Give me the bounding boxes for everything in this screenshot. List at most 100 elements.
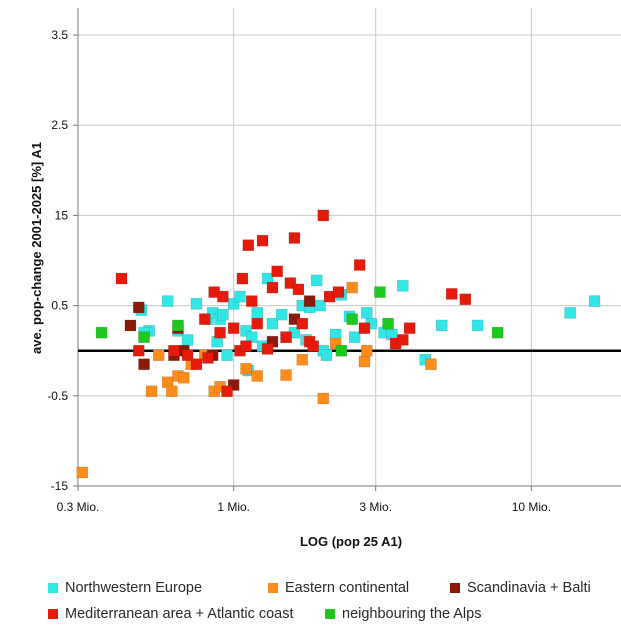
data-points (76, 209, 601, 479)
data-point (382, 317, 394, 330)
data-point (296, 353, 309, 366)
data-point (329, 337, 342, 350)
data-point (124, 319, 137, 332)
data-point (435, 319, 448, 332)
data-point (346, 313, 358, 325)
data-point (374, 286, 386, 298)
legend-item: Mediterranean area + Atlantic coast (48, 604, 294, 624)
data-point (296, 317, 309, 330)
data-point (564, 307, 576, 319)
legend-label: neighbouring the Alps (342, 606, 482, 622)
data-point (317, 209, 330, 222)
data-point (284, 277, 297, 289)
legend-swatch (48, 583, 58, 593)
legend-item: Eastern continental (268, 578, 409, 598)
data-point (459, 293, 472, 306)
legend-label: Northwestern Europe (65, 580, 203, 596)
data-point (588, 295, 601, 307)
data-point (245, 295, 258, 307)
data-point (360, 344, 373, 357)
data-point (181, 334, 194, 346)
data-point (348, 331, 361, 343)
series-neighbouring-the-alps (95, 286, 504, 357)
data-point (310, 274, 323, 287)
data-point (221, 385, 233, 398)
data-point (181, 349, 194, 362)
data-point (227, 298, 240, 310)
data-point (190, 298, 203, 310)
chart-legend: Northwestern Europe Eastern continental Sc… (48, 578, 621, 630)
x-tick-label: 0.3 Mio. (57, 500, 100, 514)
legend-swatch (48, 609, 58, 619)
data-point (332, 286, 345, 298)
data-point (251, 370, 264, 382)
data-point (76, 466, 89, 479)
data-point (320, 349, 333, 362)
data-point (251, 307, 264, 319)
data-point (335, 344, 348, 357)
data-point (397, 334, 409, 346)
data-point (403, 322, 416, 334)
x-tick-label: 1 Mio. (217, 500, 250, 514)
x-tick-label: 10 Mio. (512, 500, 551, 514)
data-point (360, 307, 373, 319)
data-point (132, 301, 145, 314)
data-point (199, 313, 211, 325)
y-tick-label: -15 (51, 479, 69, 493)
data-point (471, 319, 484, 332)
y-tick-label: 2.5 (51, 118, 68, 132)
data-point (261, 343, 274, 355)
data-point (214, 326, 226, 339)
legend-label: Eastern continental (285, 580, 410, 596)
series-mediterranean-area-atlantic-coast (115, 209, 472, 398)
y-axis-title: ave. pop-change 2001-2025 [%] A1 (29, 142, 44, 354)
data-point (245, 331, 258, 343)
data-point (491, 326, 504, 339)
data-point (178, 371, 190, 384)
data-point (240, 325, 252, 337)
data-point (242, 239, 255, 251)
data-point (240, 340, 252, 353)
data-point (234, 290, 246, 303)
data-point (425, 358, 437, 371)
data-point (358, 355, 371, 368)
legend-swatch (325, 609, 335, 619)
data-point (358, 322, 371, 334)
data-point (303, 295, 316, 307)
data-point (445, 288, 458, 300)
y-tick-label: 0.5 (51, 299, 68, 313)
data-point (138, 331, 150, 343)
data-point (288, 232, 301, 244)
data-point (266, 281, 279, 294)
data-point (275, 308, 288, 321)
y-tick-label: 15 (55, 208, 69, 222)
data-point (346, 281, 358, 294)
data-point (240, 362, 252, 375)
axes (73, 8, 621, 491)
y-tick-label: 3.5 (51, 28, 68, 42)
data-point (317, 392, 330, 405)
data-point (292, 283, 305, 296)
data-point (227, 379, 240, 391)
tick-labels: 3.5 2.5 15 0.5 -0.5 -15 0.3 Mio. 1 Mio. 3 Mio. 10… (47, 28, 551, 514)
x-axis-title: LOG (pop 25 A1) (300, 534, 402, 549)
data-point (172, 319, 184, 332)
data-point (217, 308, 229, 321)
data-point (227, 322, 240, 334)
data-point (95, 326, 108, 339)
data-point (280, 369, 292, 381)
data-point (168, 344, 180, 357)
data-point (190, 358, 203, 371)
data-point (221, 349, 233, 362)
data-point (256, 234, 269, 247)
data-point (138, 358, 150, 371)
data-point (202, 352, 214, 364)
data-point (307, 340, 320, 353)
data-point (397, 279, 409, 292)
legend-label: Mediterranean area + Atlantic coast (65, 606, 294, 622)
data-point (217, 290, 229, 303)
data-point (251, 317, 264, 330)
legend-label: Scandinavia + Balti (467, 580, 591, 596)
data-point (152, 349, 165, 362)
